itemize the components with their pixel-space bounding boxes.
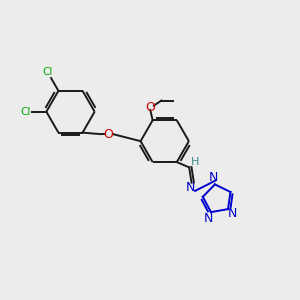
Text: H: H <box>191 157 199 167</box>
Text: Cl: Cl <box>43 68 53 77</box>
Text: O: O <box>146 100 155 113</box>
Text: O: O <box>103 128 113 141</box>
Text: N: N <box>228 207 238 220</box>
Text: Cl: Cl <box>20 107 30 117</box>
Text: N: N <box>203 212 213 225</box>
Text: N: N <box>186 181 196 194</box>
Text: N: N <box>209 171 218 184</box>
